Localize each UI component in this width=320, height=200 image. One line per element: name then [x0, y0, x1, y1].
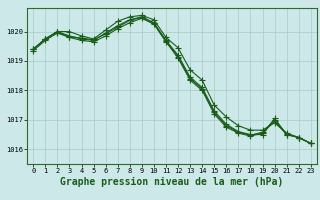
X-axis label: Graphe pression niveau de la mer (hPa): Graphe pression niveau de la mer (hPa) — [60, 177, 284, 187]
